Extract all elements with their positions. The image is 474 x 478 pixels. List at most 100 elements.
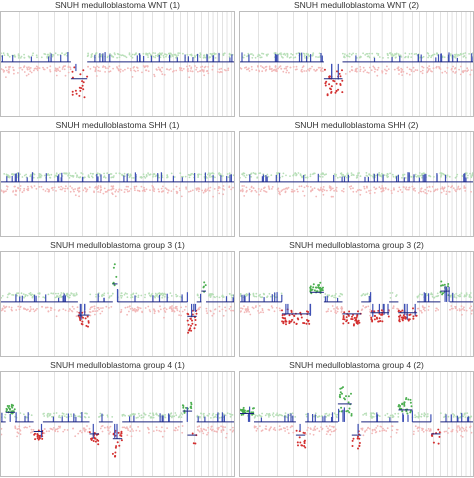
data-point <box>227 67 230 70</box>
probe-marker <box>464 173 466 182</box>
data-point <box>267 185 270 188</box>
data-point <box>50 309 52 312</box>
data-point <box>133 414 136 416</box>
data-point <box>378 415 381 417</box>
data-point <box>121 426 124 429</box>
data-point <box>290 320 293 323</box>
data-point <box>222 54 225 57</box>
data-point <box>430 293 432 296</box>
data-point <box>222 413 225 415</box>
data-point <box>229 305 232 308</box>
data-point <box>466 67 469 70</box>
data-point <box>282 320 285 323</box>
data-point <box>26 68 29 70</box>
data-point <box>271 188 273 190</box>
data-point <box>61 68 64 70</box>
data-point <box>355 68 357 71</box>
data-point <box>452 416 455 418</box>
probe-marker <box>465 177 467 182</box>
data-point <box>279 428 281 431</box>
data-point <box>373 314 376 317</box>
data-point <box>121 173 123 176</box>
data-point <box>334 311 337 313</box>
data-point <box>134 189 136 192</box>
data-point <box>342 188 345 190</box>
data-point <box>304 174 307 176</box>
data-point <box>107 189 109 192</box>
data-point <box>224 414 227 417</box>
data-point <box>72 175 75 177</box>
probe-marker <box>337 63 339 80</box>
data-point <box>284 320 287 323</box>
data-point <box>18 67 21 69</box>
data-point <box>333 173 336 175</box>
data-point <box>399 405 402 407</box>
data-point <box>118 444 121 447</box>
data-point <box>407 188 410 191</box>
data-point <box>326 189 328 192</box>
data-point <box>287 432 290 435</box>
data-point <box>132 430 135 432</box>
data-point <box>365 53 368 55</box>
probe-marker <box>15 294 17 302</box>
data-point <box>267 53 269 56</box>
data-point <box>286 52 288 55</box>
data-point <box>163 430 166 433</box>
data-point <box>210 53 213 55</box>
data-point <box>257 65 259 68</box>
data-point <box>296 68 298 71</box>
data-point <box>318 430 321 433</box>
data-point <box>439 291 442 294</box>
data-point <box>162 54 165 57</box>
data-point <box>386 65 388 68</box>
data-point <box>91 175 93 178</box>
data-point <box>161 426 163 429</box>
data-point <box>166 188 168 191</box>
data-point <box>249 313 252 316</box>
data-point <box>347 55 349 58</box>
data-point <box>10 403 13 406</box>
probe-marker <box>263 297 265 302</box>
data-point <box>240 176 241 179</box>
data-point <box>180 412 183 415</box>
data-point <box>92 440 95 442</box>
data-point <box>381 172 383 175</box>
data-point <box>270 305 273 308</box>
data-point <box>418 176 420 178</box>
data-point <box>190 53 193 56</box>
data-point <box>371 52 374 55</box>
probe-marker <box>99 53 101 62</box>
data-point <box>197 173 199 176</box>
data-point <box>412 317 415 320</box>
data-point <box>70 175 73 177</box>
data-point <box>275 68 278 71</box>
data-point <box>381 429 384 432</box>
data-point <box>199 306 202 309</box>
data-point <box>328 83 331 86</box>
probe-marker <box>448 54 450 62</box>
data-point <box>328 413 331 416</box>
data-point <box>153 188 156 190</box>
probe-marker <box>169 54 171 62</box>
data-point <box>3 416 6 418</box>
probe-marker <box>452 54 454 62</box>
data-point <box>392 305 395 308</box>
data-point <box>315 56 317 58</box>
plot-area <box>239 251 474 357</box>
data-point <box>30 431 32 434</box>
data-point <box>120 189 123 191</box>
data-point <box>458 308 461 310</box>
data-point <box>451 185 454 187</box>
data-point <box>295 429 298 432</box>
data-point <box>262 311 265 314</box>
data-point <box>144 293 147 296</box>
data-point <box>449 308 451 311</box>
data-point <box>407 398 410 401</box>
data-point <box>284 412 287 414</box>
data-point <box>433 176 435 178</box>
data-point <box>391 173 394 176</box>
data-point <box>371 415 374 418</box>
data-point <box>375 427 378 429</box>
data-point <box>302 190 304 193</box>
data-point <box>173 53 176 56</box>
